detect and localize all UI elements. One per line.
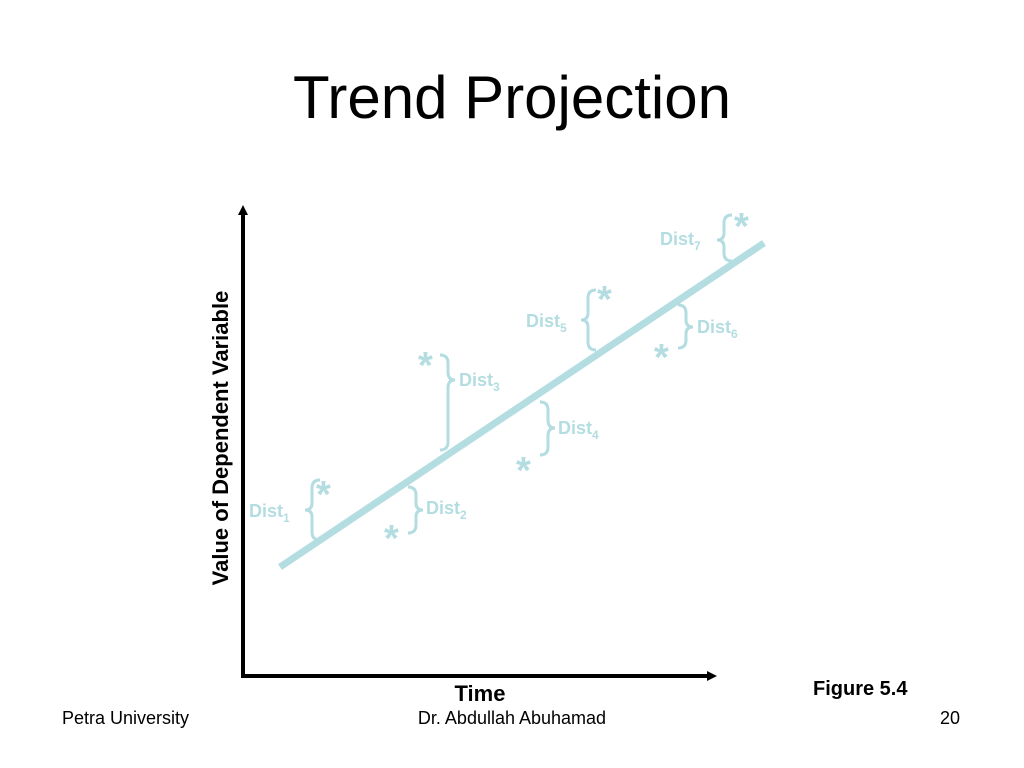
y-axis-label: Value of Dependent Variable xyxy=(208,291,233,586)
dist-label-6: Dist6 xyxy=(697,317,738,341)
dist-brace-3 xyxy=(439,353,456,452)
data-point-4: * xyxy=(516,450,531,492)
dist-label-7: Dist7 xyxy=(660,229,701,253)
dist-label-5: Dist5 xyxy=(526,311,567,335)
footer-author: Dr. Abdullah Abuhamad xyxy=(417,708,607,728)
figure-label: Figure 5.4 xyxy=(813,678,908,700)
slide-title: Trend Projection xyxy=(293,64,731,131)
footer-institution: Petra University xyxy=(62,708,190,728)
page-number: 20 xyxy=(940,708,961,728)
data-point-7: * xyxy=(734,206,749,248)
dist-label-1: Dist1 xyxy=(249,501,290,525)
dist-brace-1 xyxy=(304,478,321,542)
dist-label-4: Dist4 xyxy=(558,418,599,442)
dist-brace-2 xyxy=(407,485,424,535)
dist-brace-6 xyxy=(677,303,694,350)
data-point-1: * xyxy=(316,474,331,516)
dist-brace-5 xyxy=(580,288,597,352)
data-point-5: * xyxy=(597,279,612,321)
data-point-3: * xyxy=(418,345,433,387)
dist-brace-4 xyxy=(539,400,556,457)
data-point-2: * xyxy=(384,518,399,560)
dist-brace-7 xyxy=(716,213,733,263)
x-axis-label: Time xyxy=(455,681,506,706)
dist-label-2: Dist2 xyxy=(426,498,467,522)
dist-label-3: Dist3 xyxy=(459,370,500,394)
trend-line xyxy=(278,240,766,570)
data-point-6: * xyxy=(654,337,669,379)
